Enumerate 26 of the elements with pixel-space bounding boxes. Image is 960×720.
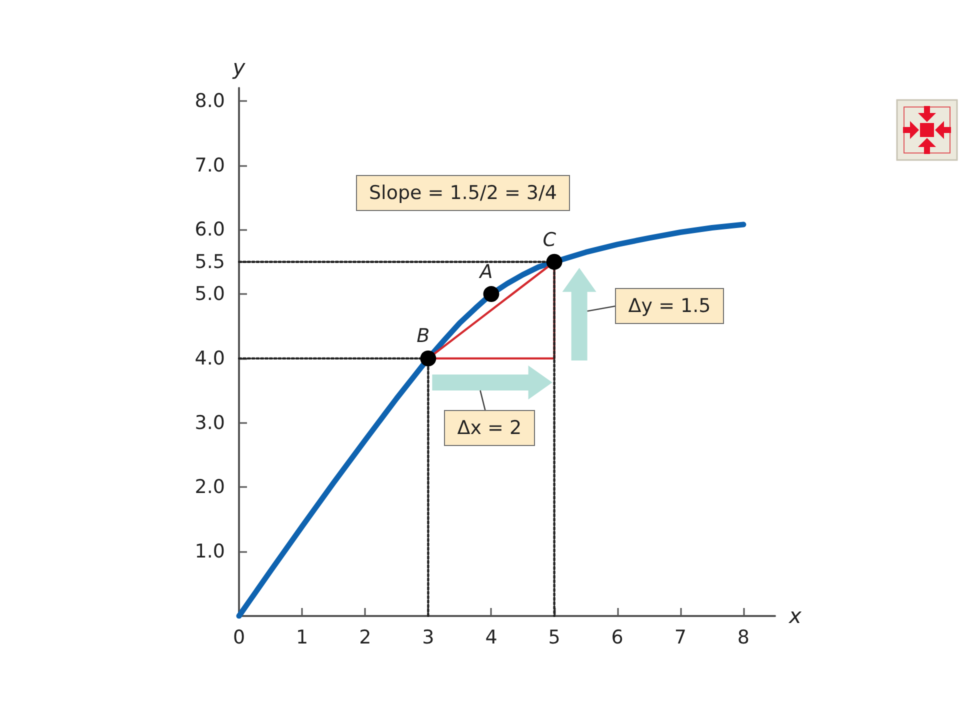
annotation: A [480, 261, 493, 284]
y-tick-label: 5.5 [194, 250, 225, 273]
annotation: Δx = 2 [444, 410, 535, 446]
x-tick-label: 3 [422, 626, 434, 648]
y-tick-label: 3.0 [194, 412, 225, 434]
annotation: C [542, 228, 556, 251]
x-tick-label: 6 [611, 626, 624, 648]
x-tick-label: 7 [674, 626, 686, 648]
x-tick-label: 4 [485, 626, 498, 648]
y-tick-label: 4.0 [194, 347, 225, 370]
y-tick-label: 7.0 [194, 154, 225, 176]
y-tick-label: 1.0 [194, 540, 225, 563]
y-tick-label: 8.0 [194, 90, 225, 112]
y-tick-label: 6.0 [194, 218, 225, 241]
x-tick-label: 8 [737, 626, 750, 648]
annotation: Slope = 1.5/2 = 3/4 [356, 175, 570, 211]
x-tick-label: 0 [232, 626, 246, 648]
y-axis-title: y [232, 56, 246, 80]
x-tick-label: 2 [359, 626, 372, 648]
y-tick-label: 5.0 [194, 283, 225, 306]
x-tick-label: 1 [296, 626, 308, 648]
x-axis-title: x [788, 604, 802, 628]
x-tick-label: 5 [548, 626, 560, 648]
annotation: B [416, 325, 430, 348]
y-tick-label: 2.0 [194, 476, 225, 498]
annotation: Δy = 1.5 [615, 288, 724, 324]
